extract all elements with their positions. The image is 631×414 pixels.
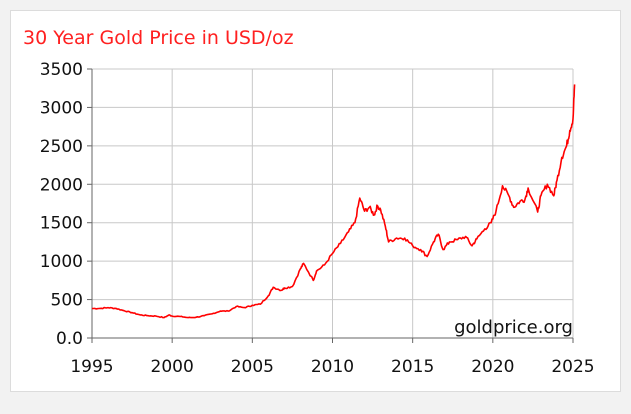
- x-tick-label: 2020: [471, 357, 514, 377]
- x-tick-label: 2025: [551, 357, 594, 377]
- tick-labels: 0.0 500 1000 1500 2000 2500 3000 3500 1995 2000 20…: [40, 60, 595, 377]
- y-tick-label: 3500: [40, 60, 83, 80]
- y-tick-label: 0.0: [56, 329, 83, 349]
- gold-price-line: [91, 84, 576, 319]
- chart-title: 30 Year Gold Price in USD/oz: [23, 27, 294, 49]
- x-tick-label: 1995: [70, 357, 113, 377]
- y-tick-label: 2500: [40, 137, 83, 157]
- x-tick-label: 2000: [151, 357, 194, 377]
- y-tick-label: 2000: [40, 175, 83, 195]
- y-tick-label: 500: [51, 291, 83, 311]
- chart: 30 Year Gold Price in USD/oz 0.0 500 1000 1…: [23, 27, 595, 377]
- y-tick-label: 3000: [40, 98, 83, 118]
- watermark-label: goldprice.org: [454, 317, 573, 338]
- x-tick-label: 2015: [391, 357, 434, 377]
- chart-card: 30 Year Gold Price in USD/oz 0.0 500 1000 1…: [10, 10, 621, 392]
- y-tick-label: 1000: [40, 252, 83, 272]
- axes: [87, 68, 574, 343]
- series-layer: [91, 84, 576, 319]
- x-tick-label: 2010: [311, 357, 354, 377]
- x-tick-label: 2005: [231, 357, 274, 377]
- y-tick-label: 1500: [40, 214, 83, 234]
- grid: [91, 68, 574, 339]
